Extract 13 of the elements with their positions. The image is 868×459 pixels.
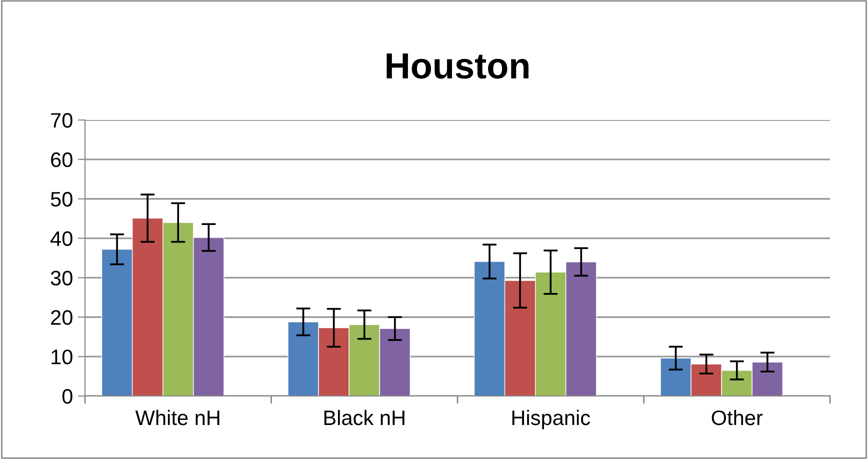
x-tick-label: Hispanic [512,410,590,430]
x-tick-label: Black nH [324,410,404,426]
y-tick-label: 30 [50,270,72,286]
x-tick-label: Other [712,410,763,426]
chart-title: Houston [386,53,528,79]
y-tick-label: 50 [50,192,72,207]
y-tick-label: 60 [51,152,72,168]
y-tick-label: 20 [51,310,72,325]
y-tick-label: 70 [51,113,72,128]
x-tick-label: White nH [135,410,220,426]
y-tick-label: 40 [50,231,72,246]
y-tick-label: 10 [52,350,72,364]
y-tick-label: 0 [62,389,72,404]
